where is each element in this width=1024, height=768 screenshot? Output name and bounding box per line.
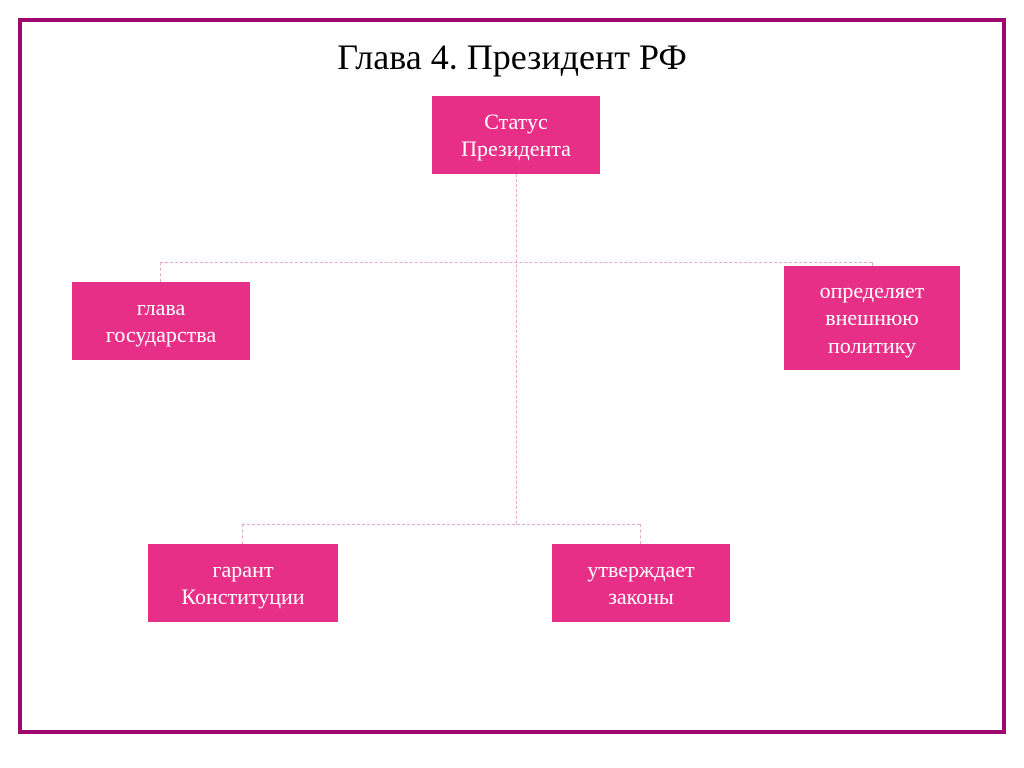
connector-segment	[160, 262, 872, 263]
node-root: Статус Президента	[432, 96, 600, 174]
connector-segment	[516, 174, 517, 524]
node-approves-laws: утверждает законы	[552, 544, 730, 622]
node-n1-label: глава государства	[106, 294, 216, 349]
node-n2-label: гарант Конституции	[181, 556, 304, 611]
connector-segment	[242, 524, 243, 544]
node-n4-label: определяет внешнюю политику	[820, 277, 925, 360]
connector-segment	[160, 262, 161, 282]
node-head-of-state: глава государства	[72, 282, 250, 360]
page-title: Глава 4. Президент РФ	[0, 36, 1024, 78]
connector-segment	[242, 524, 640, 525]
node-n3-label: утверждает законы	[587, 556, 694, 611]
node-root-label: Статус Президента	[461, 108, 571, 163]
node-guarantor: гарант Конституции	[148, 544, 338, 622]
connector-segment	[640, 524, 641, 544]
node-foreign-policy: определяет внешнюю политику	[784, 266, 960, 370]
